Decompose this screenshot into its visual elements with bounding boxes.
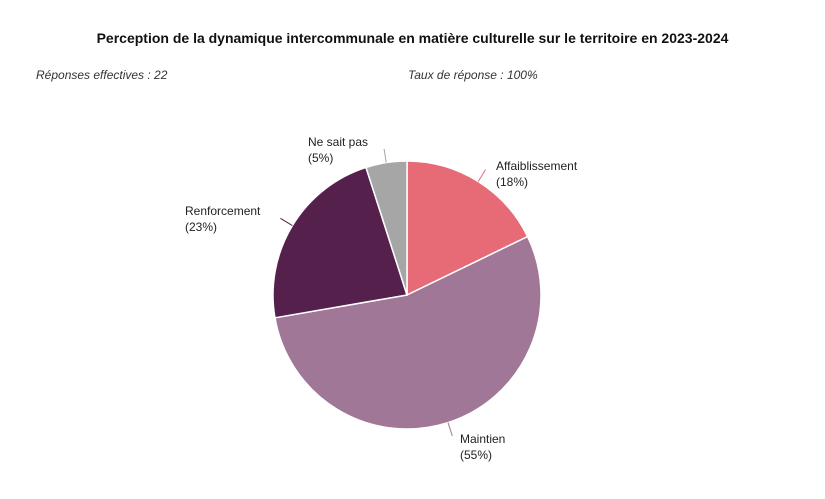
leader-line-affaiblissement [477,169,487,182]
slice-percent-label: (23%) [185,220,217,234]
slice-percent-label: (5%) [308,151,333,165]
slice-label: Affaiblissement [496,159,578,173]
leader-line-renforcement [280,217,293,227]
slice-percent-label: (18%) [496,175,528,189]
slice-percent-label: (55%) [460,448,492,462]
pie-slice-ne-sait-pas [365,160,408,296]
slice-label: Maintien [460,432,505,446]
pie-slice-affaiblissement [406,160,529,297]
response-rate: Taux de réponse : 100% [408,68,538,82]
responses-count: Réponses effectives : 22 [36,68,168,82]
chart-title: Perception de la dynamique intercommunal… [96,30,729,46]
pie-slice-maintien [274,235,542,430]
slice-label: Renforcement [185,204,261,218]
leader-line-maintien [447,422,453,437]
leader-line-ne-sait-pas [383,148,387,163]
slice-label: Ne sait pas [308,135,368,149]
